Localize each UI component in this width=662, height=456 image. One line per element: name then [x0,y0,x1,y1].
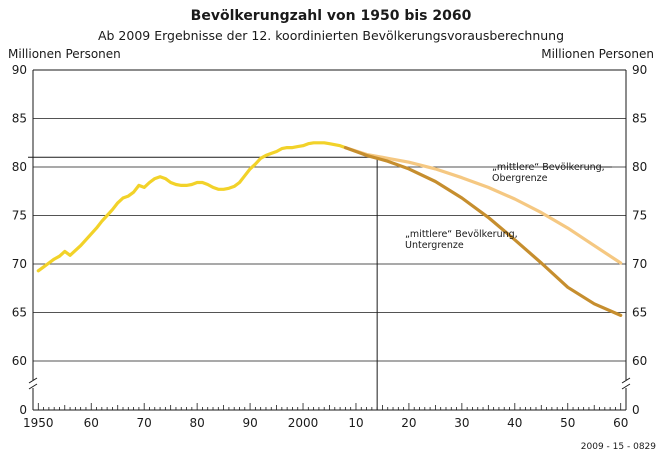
x-tick-label: 70 [137,416,152,430]
chart-subtitle: Ab 2009 Ergebnisse der 12. koordinierten… [97,28,565,43]
x-tick-label: 50 [560,416,575,430]
y-tick-label-right: 65 [632,306,647,320]
x-tick-label: 40 [507,416,522,430]
axis-break-gap-right [620,380,632,388]
y-tick-label-right: 60 [632,354,647,368]
x-tick-label: 80 [189,416,204,430]
x-tick-label: 2000 [288,416,319,430]
annotation-upper: „mittlere“ Bevölkerung, [492,162,605,173]
y-tick-label-left: 65 [12,306,27,320]
series-line-historic [36,141,347,273]
y-tick-label-left: 85 [12,112,27,126]
y-tick-label-right: 0 [632,403,640,417]
y-tick-label-right: 80 [632,160,647,174]
axis-break-mark-right [621,377,631,390]
axis-break-gap-left [27,380,39,388]
x-tick-label: 10 [348,416,363,430]
series-line-lower [343,146,623,317]
annotation-lower: Untergrenze [405,240,464,251]
y-tick-label-left: 60 [12,354,27,368]
y-tick-label-left: 0 [19,403,27,417]
series-line-upper [343,146,623,265]
y-tick-label-right: 70 [632,257,647,271]
annotation-lower: „mittlere“ Bevölkerung, [405,229,518,240]
axis-break-mark-left [28,377,38,390]
y-tick-label-right: 85 [632,112,647,126]
source-code: 2009 - 15 - 0829 [580,442,656,452]
x-tick-label: 60 [613,416,628,430]
x-tick-label: 60 [84,416,99,430]
y-tick-label-left: 90 [12,63,27,77]
y-tick-label-left: 70 [12,257,27,271]
x-tick-label: 1950 [23,416,54,430]
y-tick-label-left: 80 [12,160,27,174]
chart-title: Bevölkerungzahl von 1950 bis 2060 [190,8,472,24]
x-tick-label: 90 [242,416,257,430]
y-tick-label-left: 75 [12,209,27,223]
annotation-upper: Obergrenze [492,173,548,184]
y-axis-label-left: Millionen Personen [8,47,121,61]
x-tick-label: 30 [454,416,469,430]
y-tick-label-right: 75 [632,209,647,223]
y-axis-label-right: Millionen Personen [541,47,654,61]
x-tick-label: 20 [401,416,416,430]
y-tick-label-right: 90 [632,63,647,77]
